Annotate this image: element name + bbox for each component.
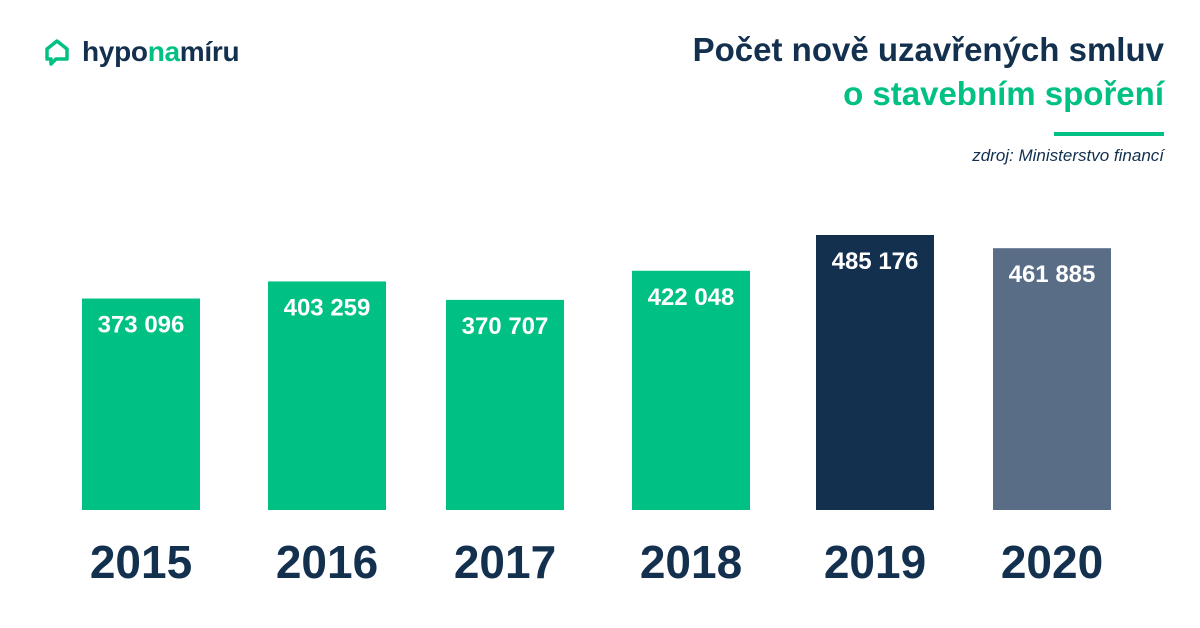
- x-tick-label-2017: 2017: [454, 536, 556, 588]
- x-tick-label-2020: 2020: [1001, 536, 1103, 588]
- chart-title-line1: Počet nově uzavřených smluv: [692, 31, 1164, 68]
- x-tick-label-2016: 2016: [276, 536, 378, 588]
- x-tick-label-2018: 2018: [640, 536, 742, 588]
- bar-value-label-2016: 403 259: [284, 294, 371, 321]
- bar-2018: [632, 270, 750, 510]
- brand-name-part1: hypo: [82, 36, 148, 67]
- brand-name: hyponamíru: [82, 36, 240, 68]
- brand-name-part3: míru: [179, 36, 240, 67]
- x-tick-label-2015: 2015: [90, 536, 192, 588]
- title-underline: [1054, 132, 1164, 136]
- x-tick-label-2019: 2019: [824, 536, 926, 588]
- bar-value-label-2015: 373 096: [98, 312, 185, 339]
- chart-title: Počet nově uzavřených smluv o stavebním …: [693, 28, 1164, 116]
- bar-2015: [82, 298, 200, 510]
- bar-value-label-2019: 485 176: [832, 248, 919, 275]
- bar-value-label-2018: 422 048: [648, 284, 735, 311]
- bar-2019: [816, 235, 934, 510]
- brand-logo: hyponamíru: [44, 36, 240, 68]
- brand-name-part2: na: [147, 36, 180, 67]
- bar-value-label-2020: 461 885: [1009, 261, 1096, 288]
- bar-2017: [446, 299, 564, 510]
- source-note: zdroj: Ministerstvo financí: [972, 146, 1164, 165]
- house-chat-icon: [45, 39, 69, 66]
- chart-title-line2: o stavebním spoření: [843, 75, 1164, 112]
- bar-value-label-2017: 370 707: [462, 313, 549, 340]
- bar-2016: [268, 281, 386, 510]
- bar-2020: [993, 248, 1111, 510]
